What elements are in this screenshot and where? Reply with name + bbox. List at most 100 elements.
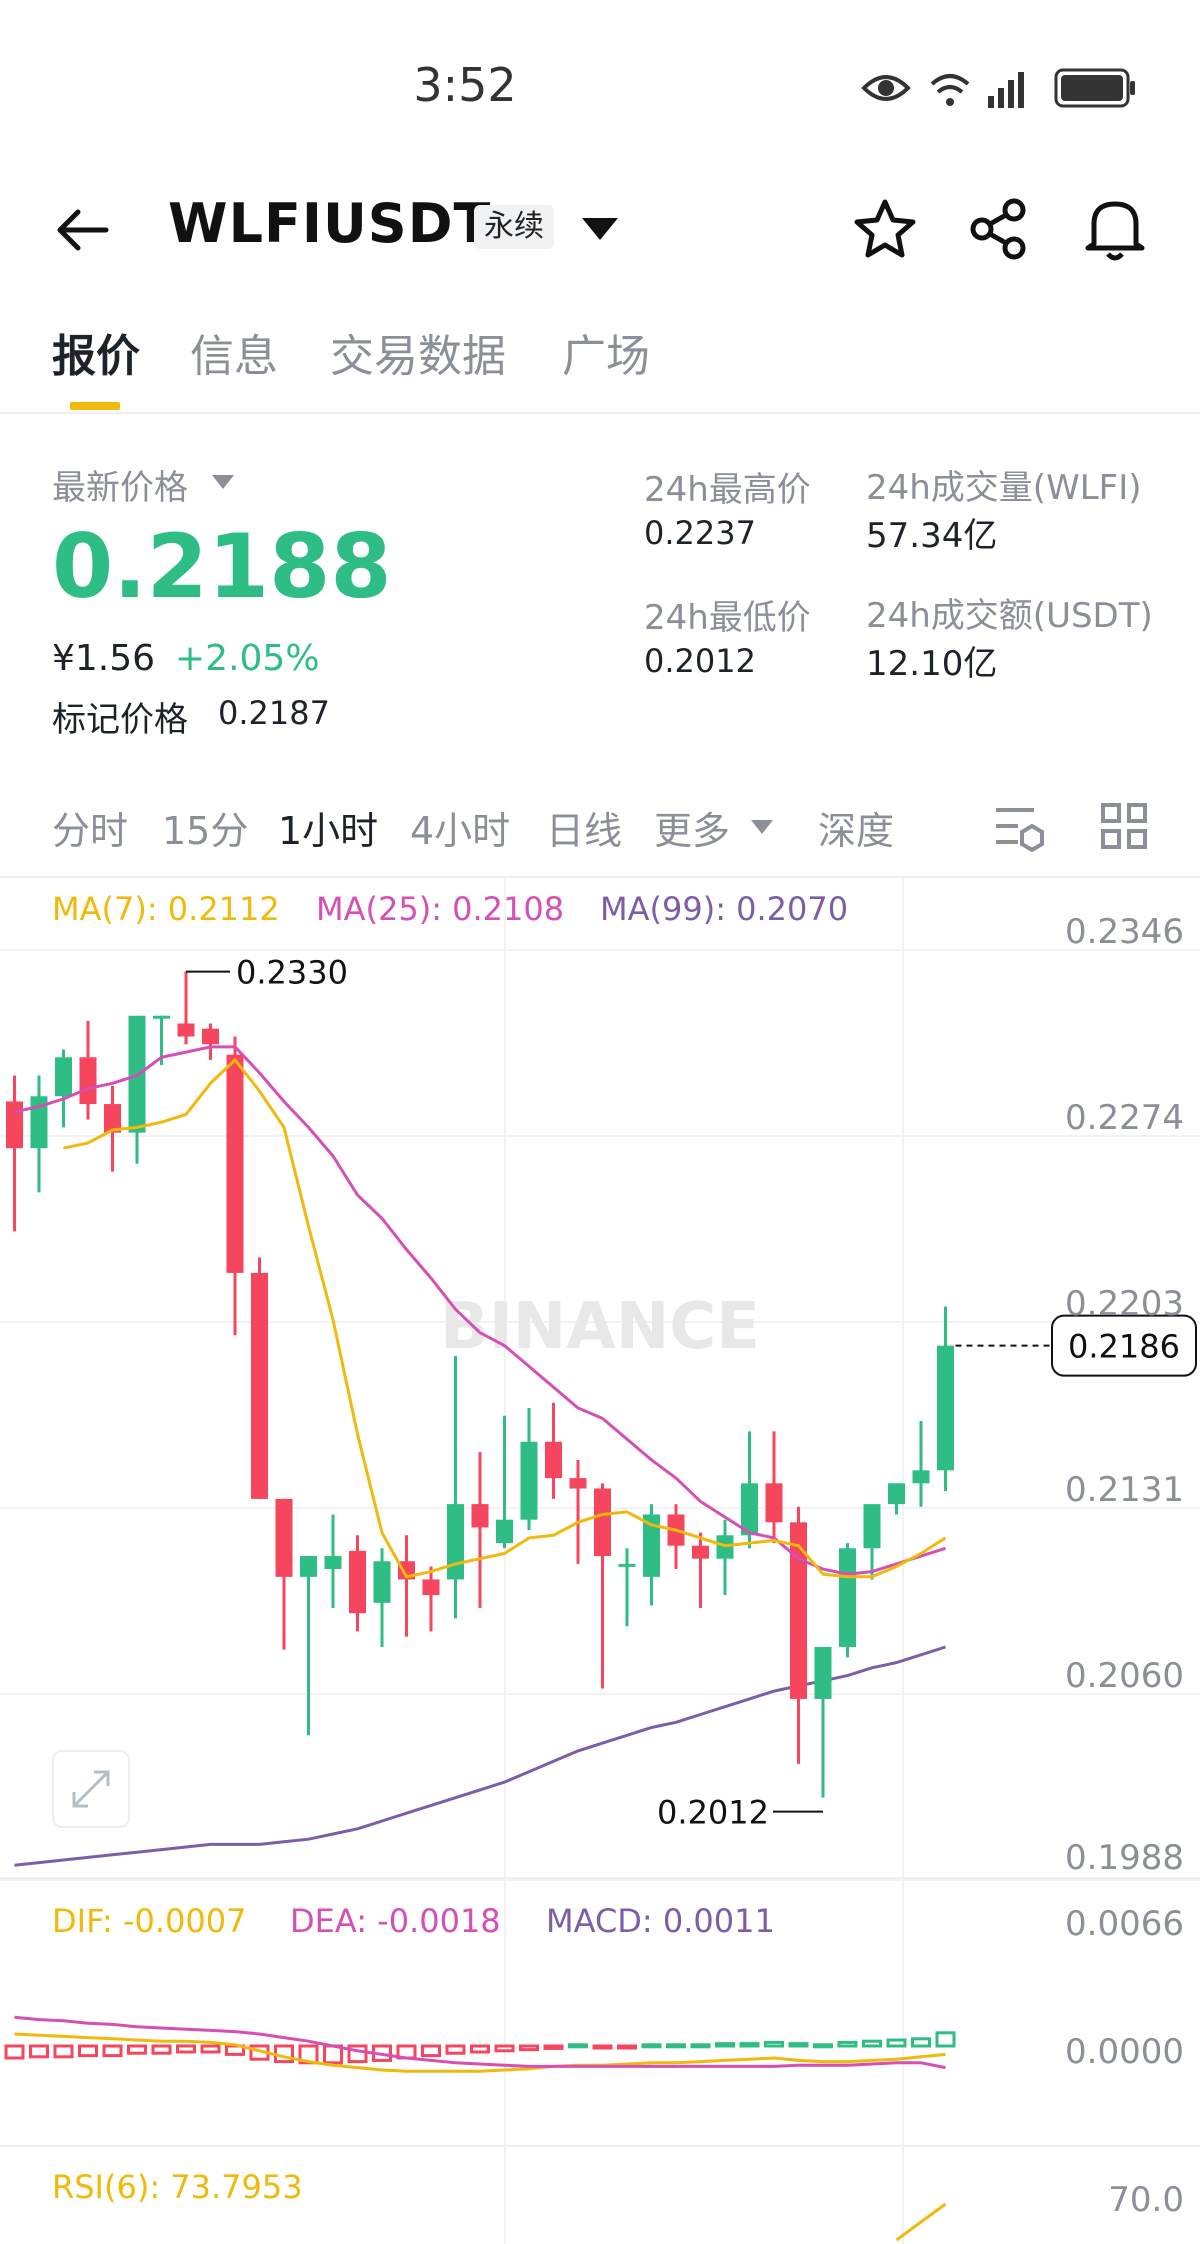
ma25-line <box>14 1045 946 1576</box>
interval-15m[interactable]: 15分 <box>162 809 249 853</box>
macd-bar <box>641 2043 662 2049</box>
battery-icon <box>1054 68 1135 108</box>
change-percent: +2.05% <box>175 638 320 679</box>
last-price: 0.2188 <box>52 515 392 618</box>
candle-body <box>324 1556 342 1570</box>
layout-grid-icon[interactable] <box>1100 802 1148 850</box>
expand-chart-button[interactable] <box>52 1750 130 1828</box>
tab-trading-data[interactable]: 交易数据 <box>330 331 506 382</box>
macd-axis-label: 0.0066 <box>1065 1904 1184 1944</box>
macd-bar <box>102 2044 123 2058</box>
depth-tab[interactable]: 深度 <box>818 809 895 853</box>
candle-body <box>153 1015 170 1019</box>
expand-icon <box>72 1770 110 1808</box>
ma99-legend: MA(99): 0.2070 <box>600 890 849 928</box>
symbol-title[interactable]: WLFIUSDT <box>168 192 492 255</box>
more-dropdown-icon[interactable] <box>750 818 774 836</box>
tab-square[interactable]: 广场 <box>562 331 650 382</box>
macd-bar <box>470 2044 490 2054</box>
tab-info[interactable]: 信息 <box>190 331 278 382</box>
candle-body <box>618 1563 636 1567</box>
macd-bar <box>911 2037 931 2048</box>
macd-bar <box>788 2042 809 2048</box>
macd-bar <box>78 2044 98 2058</box>
dea-legend: DEA: -0.0018 <box>290 1902 501 1940</box>
macd-bar <box>543 2044 564 2050</box>
contract-tag: 永续 <box>474 205 554 249</box>
candle-body <box>300 1556 317 1577</box>
macd-bar <box>4 2044 25 2060</box>
macd-bar <box>151 2044 172 2055</box>
symbol-dropdown-icon[interactable] <box>580 214 620 244</box>
dif-legend: DIF: -0.0007 <box>52 1902 247 1940</box>
last-price-dropdown-icon[interactable] <box>210 472 236 492</box>
high-marker-label: 0.2330 <box>236 954 348 992</box>
ma7-line <box>63 1057 947 1579</box>
volume-label: 24h成交量(WLFI) <box>866 468 1142 508</box>
macd-bar <box>935 2031 956 2048</box>
tab-quote[interactable]: 报价 <box>52 331 140 382</box>
status-icons <box>861 68 1135 108</box>
candle-body <box>79 1057 97 1105</box>
candle-body <box>226 1054 244 1273</box>
candle-body <box>692 1545 709 1559</box>
candle-body <box>520 1441 538 1520</box>
ma7-legend: MA(7): 0.2112 <box>52 890 280 928</box>
binance-watermark: BINANCE <box>440 1290 760 1364</box>
macd-bar <box>53 2044 74 2059</box>
interval-more[interactable]: 更多 <box>654 809 731 853</box>
interval-1d[interactable]: 日线 <box>546 809 623 853</box>
turnover-label: 24h成交额(USDT) <box>866 596 1153 636</box>
macd-pane <box>4 2015 956 2073</box>
chart-markers: 0.2330 0.2012 0.2186 <box>186 954 1197 1832</box>
cny-price: ¥1.56 <box>52 638 156 679</box>
indicator-settings-icon[interactable] <box>994 804 1046 852</box>
mark-price-label: 标记价格 <box>52 700 188 740</box>
macd-bar <box>862 2039 882 2048</box>
macd-bar <box>176 2044 196 2054</box>
candle-body <box>251 1272 268 1499</box>
current-price-label: 0.2186 <box>1068 1328 1180 1366</box>
interval-1h[interactable]: 1小时 <box>278 809 379 853</box>
y-axis-label: 0.2060 <box>1065 1656 1184 1696</box>
macd-bar <box>29 2044 49 2059</box>
rsi-axis-label: 70.0 <box>1108 2180 1184 2220</box>
y-axis-label: 0.2131 <box>1065 1470 1184 1510</box>
candle-body <box>569 1478 587 1489</box>
candle-body <box>202 1028 219 1045</box>
macd-axis-label: 0.0000 <box>1065 2032 1184 2072</box>
macd-bar <box>813 2043 833 2049</box>
star-icon[interactable] <box>852 196 918 262</box>
y-axis-label: 0.2203 <box>1065 1284 1184 1324</box>
interval-time[interactable]: 分时 <box>52 809 129 853</box>
candle-body <box>55 1057 72 1097</box>
high-24h: 0.2237 <box>644 514 756 552</box>
tabs-divider <box>0 412 1200 414</box>
candle-body <box>496 1519 513 1544</box>
candle-body <box>790 1522 807 1699</box>
macd-value-legend: MACD: 0.0011 <box>546 1902 775 1940</box>
candle-body <box>545 1441 562 1479</box>
bell-icon[interactable] <box>1082 194 1148 264</box>
mark-price: 0.2187 <box>218 694 330 732</box>
macd-bar <box>764 2040 784 2048</box>
candle-body <box>937 1345 954 1471</box>
chart-grid <box>0 878 1200 2244</box>
wifi-icon <box>930 74 970 106</box>
ma25-polyline <box>14 1045 946 1576</box>
back-arrow-icon[interactable] <box>52 200 112 260</box>
interval-4h[interactable]: 4小时 <box>410 809 511 853</box>
candle-body <box>765 1483 783 1523</box>
macd-bar <box>690 2043 711 2049</box>
macd-bar <box>715 2042 735 2048</box>
y-axis-label: 0.1988 <box>1065 1838 1184 1878</box>
candle-body <box>863 1504 881 1549</box>
candle-body <box>275 1498 293 1577</box>
kline-chart[interactable]: BINANCE 0.2330 0.2012 0.2186 <box>0 878 1200 2244</box>
last-price-label[interactable]: 最新价格 <box>52 468 188 508</box>
low-marker-label: 0.2012 <box>657 1794 769 1832</box>
share-icon[interactable] <box>966 196 1032 262</box>
low-24h-label: 24h最低价 <box>644 598 811 638</box>
dif-polyline <box>14 2032 946 2073</box>
macd-bar <box>666 2043 686 2049</box>
